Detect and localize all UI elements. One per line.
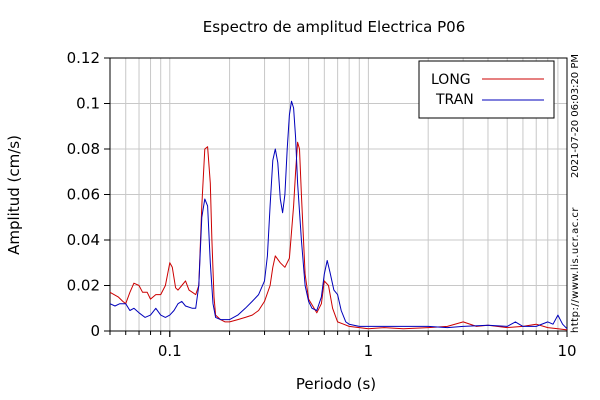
chart-title: Espectro de amplitud Electrica P06: [203, 18, 466, 36]
y-tick-label: 0: [90, 322, 100, 340]
legend-box: [418, 60, 555, 119]
x-axis: 0.1 1 10: [109, 331, 577, 360]
series-line-tran: [109, 100, 568, 330]
y-tick-label: 0.06: [67, 186, 100, 204]
y-tick-label: 0.02: [67, 277, 100, 295]
y-tick-label: 0.04: [67, 231, 100, 249]
x-tick-label: 0.1: [158, 342, 182, 360]
series-layer: [109, 100, 568, 331]
x-tick-label: 1: [364, 342, 374, 360]
y-tick-label: 0.1: [76, 95, 100, 113]
x-axis-label: Periodo (s): [296, 375, 376, 393]
legend-label-long: LONG: [431, 72, 471, 88]
legend: LONG TRAN: [418, 60, 555, 119]
grid: [110, 58, 567, 331]
y-tick-label: 0.08: [67, 140, 100, 158]
series-line-long: [109, 141, 568, 331]
timestamp-label: 2021-07-20 06:03:20 PM: [570, 54, 581, 178]
y-axis: 0 0.02 0.04 0.06 0.08 0.1 0.12: [67, 49, 110, 340]
y-axis-label: Amplitud (cm/s): [5, 135, 23, 255]
legend-label-tran: TRAN: [435, 92, 474, 108]
x-tick-label: 10: [557, 342, 576, 360]
source-url-label: http://www.lis.ucr.ac.cr: [570, 207, 581, 333]
y-tick-label: 0.12: [67, 49, 100, 67]
